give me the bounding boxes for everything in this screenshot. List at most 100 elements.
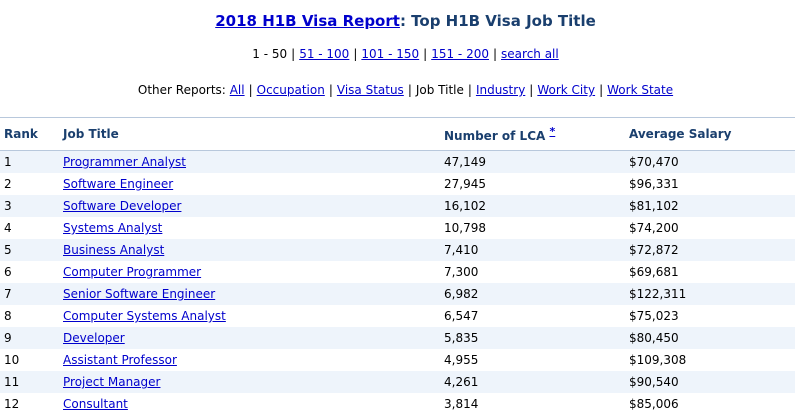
job-title-cell: Programmer Analyst [59, 150, 440, 173]
nav-separator: | [467, 83, 472, 97]
nav-separator: | [529, 83, 534, 97]
average-salary-cell: $74,200 [625, 217, 795, 239]
table-row: 8 Computer Systems Analyst 6,547 $75,023 [0, 305, 795, 327]
job-title-link[interactable]: Business Analyst [63, 243, 165, 257]
lca-count-cell: 47,149 [440, 150, 625, 173]
lca-count-cell: 4,261 [440, 371, 625, 393]
table-row: 9 Developer 5,835 $80,450 [0, 327, 795, 349]
report-title-link[interactable]: 2018 H1B Visa Report [215, 12, 400, 30]
column-header-number-of-lca[interactable]: Number of LCA * [440, 117, 625, 151]
report-link-occupation[interactable]: Occupation [256, 83, 325, 97]
pager-separator: | [291, 47, 296, 61]
job-title-cell: Systems Analyst [59, 217, 440, 239]
lca-count-cell: 5,835 [440, 327, 625, 349]
average-salary-cell: $72,872 [625, 239, 795, 261]
job-title-cell: Software Developer [59, 195, 440, 217]
pager-link-51-100[interactable]: 51 - 100 [299, 47, 350, 61]
job-title-cell: Developer [59, 327, 440, 349]
job-title-cell: Business Analyst [59, 239, 440, 261]
table-row: 6 Computer Programmer 7,300 $69,681 [0, 261, 795, 283]
rank-cell: 4 [0, 217, 59, 239]
footnote-star-link[interactable]: * [549, 125, 556, 138]
table-row: 7 Senior Software Engineer 6,982 $122,311 [0, 283, 795, 305]
lca-count-cell: 16,102 [440, 195, 625, 217]
rank-cell: 2 [0, 173, 59, 195]
other-reports-nav: Other Reports: All | Occupation | Visa Statu… [0, 83, 811, 97]
report-link-work-city[interactable]: Work City [537, 83, 596, 97]
average-salary-cell: $70,470 [625, 150, 795, 173]
lca-count-cell: 6,547 [440, 305, 625, 327]
job-title-cell: Project Manager [59, 371, 440, 393]
table-row: 1 Programmer Analyst 47,149 $70,470 [0, 150, 795, 173]
nav-separator: | [328, 83, 333, 97]
report-link-work-state[interactable]: Work State [607, 83, 674, 97]
search-all-link[interactable]: search all [501, 47, 559, 61]
job-title-link[interactable]: Computer Programmer [63, 265, 202, 279]
rank-cell: 9 [0, 327, 59, 349]
job-title-link[interactable]: Software Developer [63, 199, 182, 213]
page-title: 2018 H1B Visa Report: Top H1B Visa Job T… [0, 12, 811, 30]
lca-count-cell: 7,300 [440, 261, 625, 283]
average-salary-cell: $90,540 [625, 371, 795, 393]
report-link-visa-status[interactable]: Visa Status [336, 83, 404, 97]
rank-cell: 7 [0, 283, 59, 305]
job-title-cell: Computer Programmer [59, 261, 440, 283]
pager-separator: | [423, 47, 428, 61]
nav-separator: | [599, 83, 604, 97]
rank-cell: 8 [0, 305, 59, 327]
average-salary-cell: $81,102 [625, 195, 795, 217]
lca-count-cell: 6,982 [440, 283, 625, 305]
lca-count-cell: 7,410 [440, 239, 625, 261]
average-salary-cell: $80,450 [625, 327, 795, 349]
nav-separator: | [248, 83, 253, 97]
job-title-cell: Consultant [59, 393, 440, 415]
job-title-cell: Senior Software Engineer [59, 283, 440, 305]
average-salary-cell: $69,681 [625, 261, 795, 283]
job-title-cell: Assistant Professor [59, 349, 440, 371]
pager-link-101-150[interactable]: 101 - 150 [361, 47, 420, 61]
rank-cell: 12 [0, 393, 59, 415]
number-of-lca-label: Number of LCA [444, 129, 546, 143]
lca-count-cell: 3,814 [440, 393, 625, 415]
job-title-table: Rank Job Title Number of LCA * Average S… [0, 117, 795, 415]
average-salary-cell: $109,308 [625, 349, 795, 371]
rank-cell: 1 [0, 150, 59, 173]
report-link-industry[interactable]: Industry [475, 83, 526, 97]
job-title-link[interactable]: Project Manager [63, 375, 161, 389]
rank-cell: 10 [0, 349, 59, 371]
lca-count-cell: 4,955 [440, 349, 625, 371]
job-title-link[interactable]: Systems Analyst [63, 221, 163, 235]
column-header-job-title[interactable]: Job Title [59, 117, 440, 151]
job-title-link[interactable]: Software Engineer [63, 177, 174, 191]
job-title-link[interactable]: Consultant [63, 397, 128, 411]
report-link-all[interactable]: All [229, 83, 245, 97]
job-title-link[interactable]: Computer Systems Analyst [63, 309, 226, 323]
pagination: 1 - 50 | 51 - 100 | 101 - 150 | 151 - 200 | sear… [0, 47, 811, 61]
table-row: 3 Software Developer 16,102 $81,102 [0, 195, 795, 217]
pager-current: 1 - 50 [252, 47, 288, 61]
table-row: 4 Systems Analyst 10,798 $74,200 [0, 217, 795, 239]
average-salary-cell: $96,331 [625, 173, 795, 195]
pager-link-151-200[interactable]: 151 - 200 [431, 47, 489, 61]
job-title-link[interactable]: Developer [63, 331, 125, 345]
column-header-average-salary[interactable]: Average Salary [625, 117, 795, 151]
table-row: 12 Consultant 3,814 $85,006 [0, 393, 795, 415]
job-title-link[interactable]: Senior Software Engineer [63, 287, 216, 301]
table-row: 11 Project Manager 4,261 $90,540 [0, 371, 795, 393]
lca-count-cell: 10,798 [440, 217, 625, 239]
average-salary-cell: $122,311 [625, 283, 795, 305]
lca-count-cell: 27,945 [440, 173, 625, 195]
job-title-link[interactable]: Assistant Professor [63, 353, 177, 367]
pager-separator: | [353, 47, 358, 61]
average-salary-cell: $85,006 [625, 393, 795, 415]
nav-separator: | [407, 83, 412, 97]
average-salary-cell: $75,023 [625, 305, 795, 327]
column-header-rank[interactable]: Rank [0, 117, 59, 151]
rank-cell: 11 [0, 371, 59, 393]
other-reports-label: Other Reports: [137, 83, 226, 97]
table-header-row: Rank Job Title Number of LCA * Average S… [0, 117, 795, 151]
rank-cell: 3 [0, 195, 59, 217]
job-title-link[interactable]: Programmer Analyst [63, 155, 187, 169]
rank-cell: 6 [0, 261, 59, 283]
report-title-rest: : Top H1B Visa Job Title [399, 12, 596, 30]
